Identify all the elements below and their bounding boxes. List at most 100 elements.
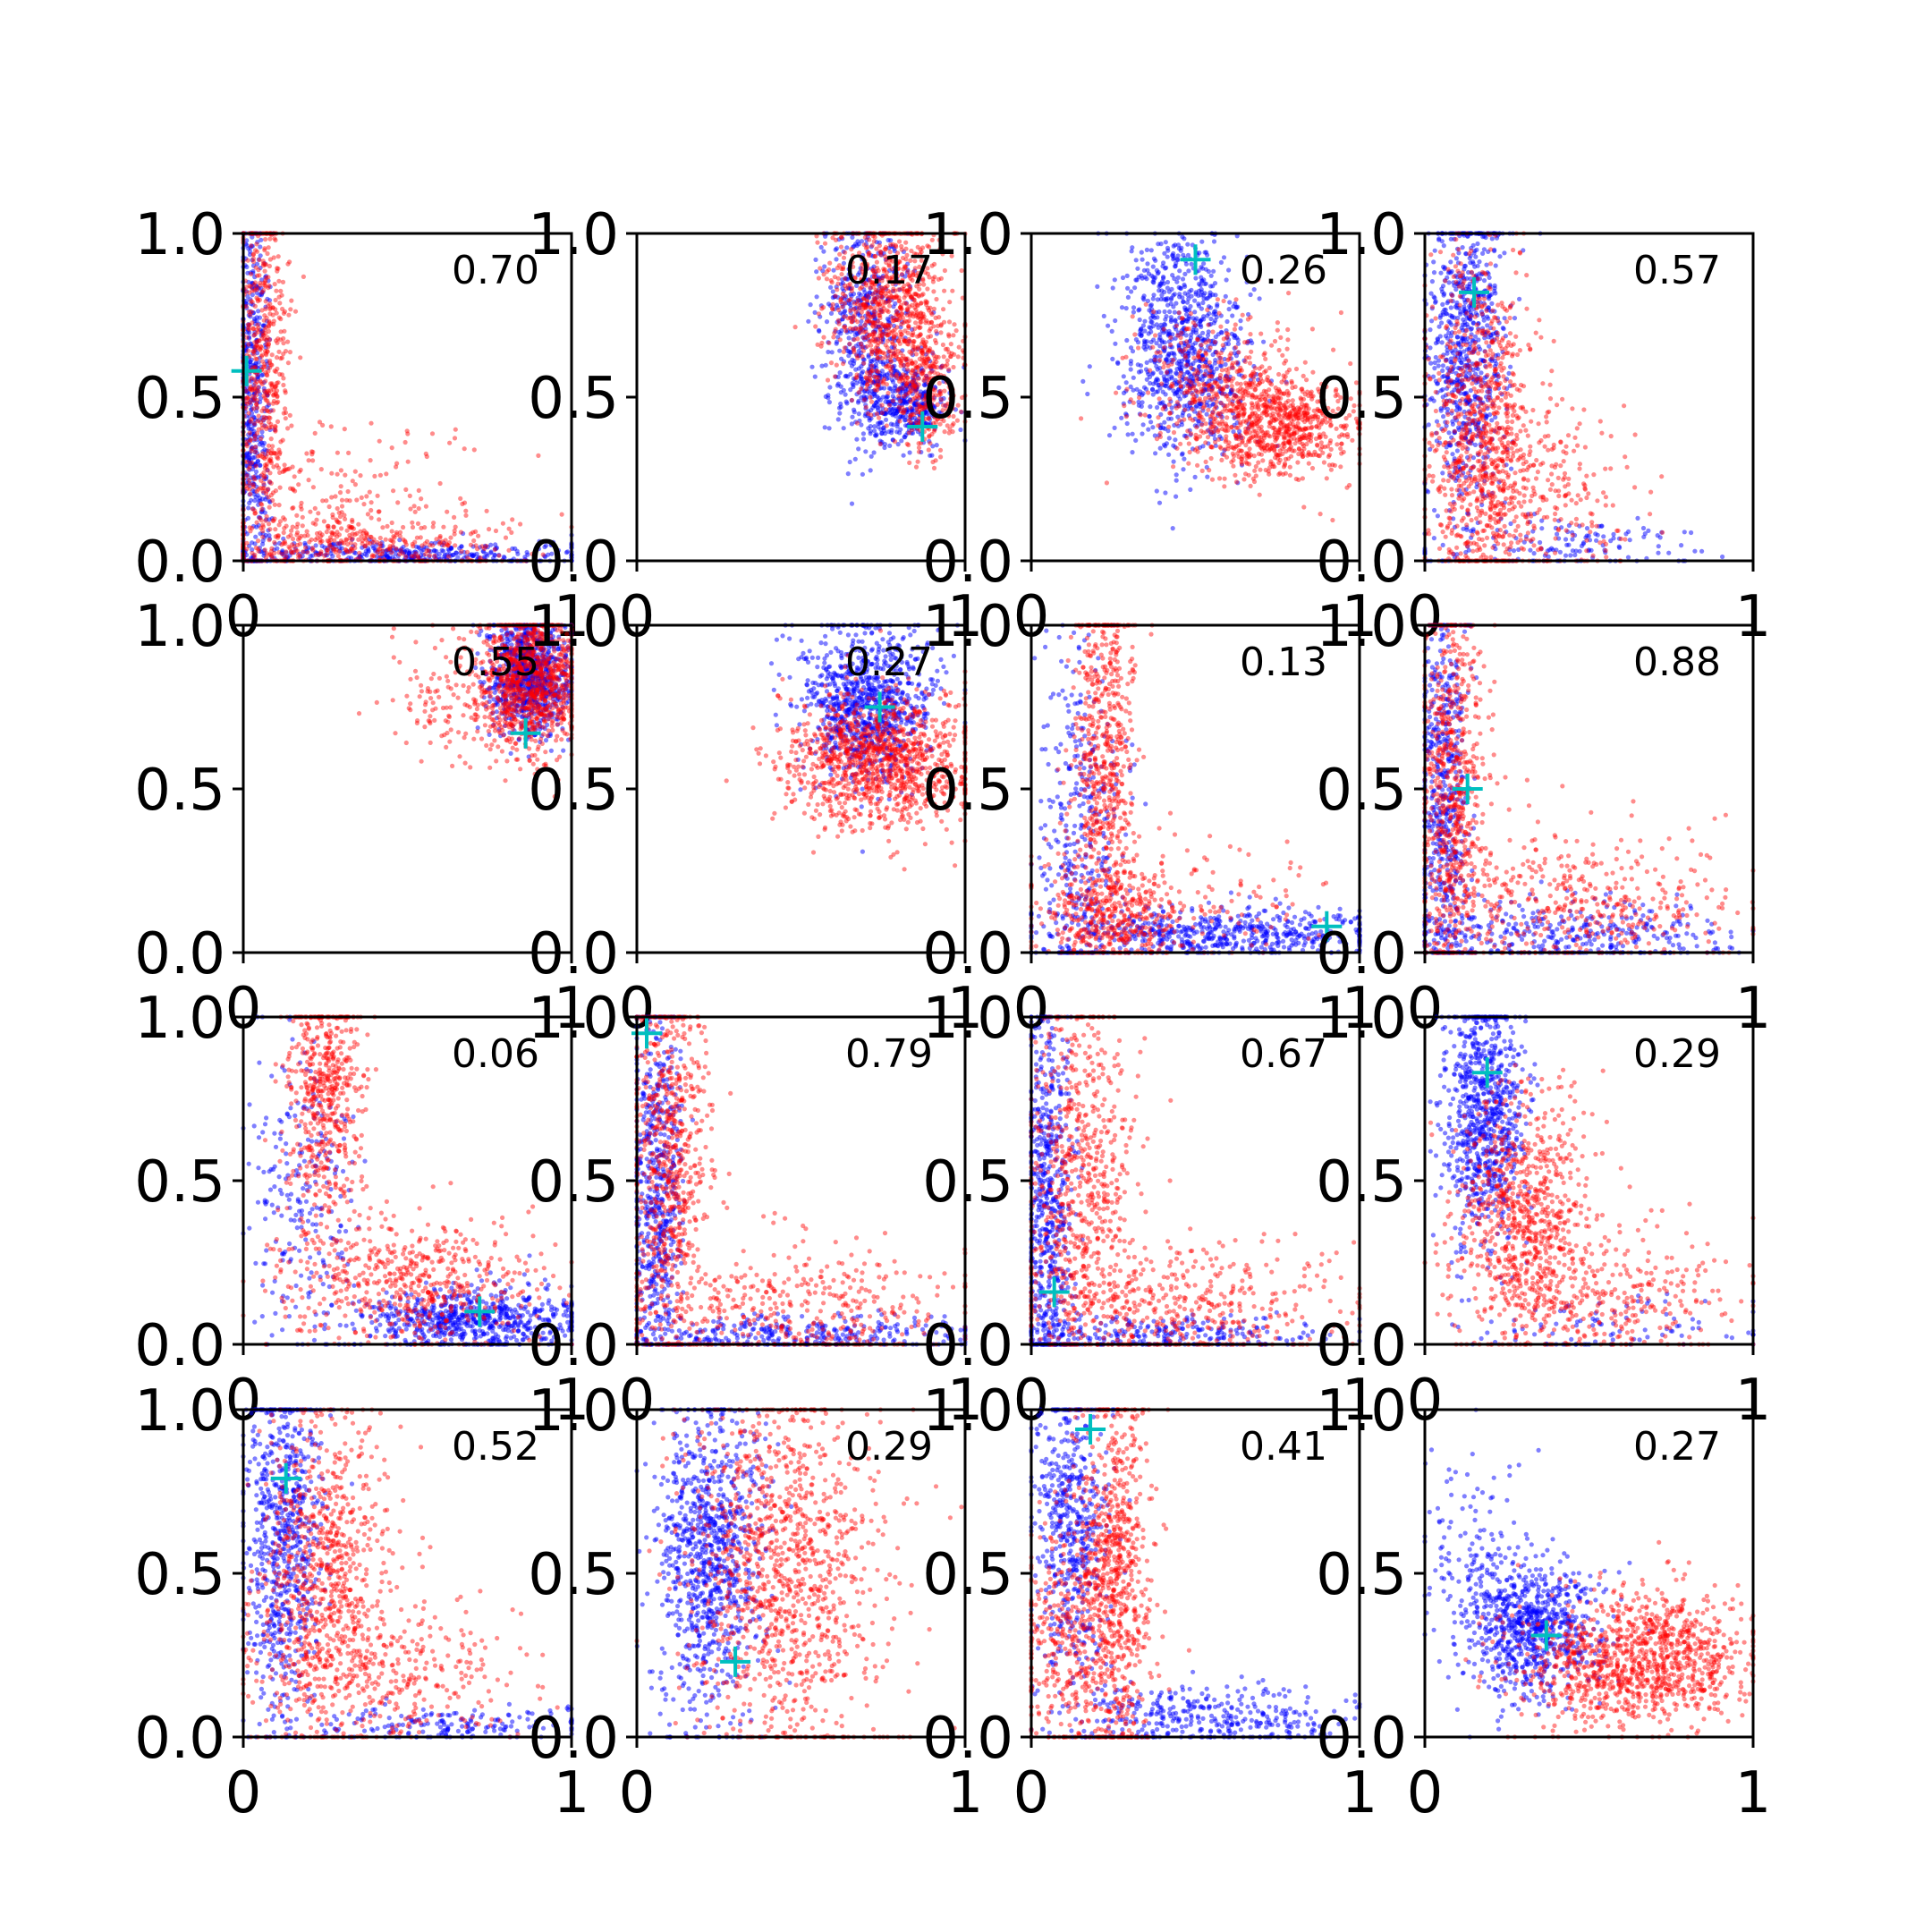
data-point-blue — [828, 310, 835, 316]
data-point-red — [308, 509, 313, 514]
data-point-blue — [1162, 309, 1167, 315]
data-point-blue — [1215, 301, 1220, 307]
data-point-blue — [488, 542, 494, 547]
data-point-red — [934, 359, 939, 365]
data-point-red — [380, 525, 386, 530]
data-point-red — [338, 484, 343, 489]
data-point-red — [915, 459, 920, 464]
data-point-blue — [1095, 284, 1100, 289]
data-point-blue — [1080, 378, 1086, 384]
data-point-blue — [1158, 401, 1164, 406]
data-point-blue — [1185, 242, 1191, 247]
data-point-red — [837, 337, 843, 343]
data-point-red — [875, 355, 880, 360]
data-point-blue — [259, 277, 265, 283]
data-point-red — [928, 326, 933, 331]
data-point-blue — [828, 284, 834, 290]
data-point-red — [274, 288, 279, 293]
data-point-red — [294, 513, 300, 518]
data-point-red — [924, 318, 929, 324]
data-point-red — [376, 509, 381, 514]
data-point-red — [471, 538, 477, 544]
data-point-red — [909, 294, 915, 300]
data-point-red — [267, 527, 273, 532]
data-point-red — [897, 360, 903, 365]
data-point-blue — [267, 479, 273, 485]
data-point-red — [397, 533, 402, 539]
data-point-red — [852, 337, 857, 343]
data-point-blue — [871, 450, 877, 455]
data-point-red — [429, 431, 436, 436]
data-point-red — [950, 288, 955, 293]
data-point-blue — [854, 436, 860, 442]
data-point-red — [892, 439, 898, 445]
data-point-red — [267, 236, 273, 242]
data-point-blue — [251, 481, 257, 487]
data-point-red — [357, 550, 362, 556]
data-point-blue — [1135, 362, 1140, 368]
data-point-blue — [827, 385, 833, 390]
data-point-red — [909, 388, 915, 394]
data-point-red — [331, 524, 336, 530]
data-point-blue — [253, 469, 259, 475]
data-point-red — [306, 458, 311, 463]
data-point-red — [283, 388, 288, 394]
data-point-red — [377, 438, 382, 444]
data-point-blue — [879, 430, 885, 436]
data-point-red — [881, 377, 887, 382]
data-point-red — [256, 538, 261, 544]
data-point-blue — [245, 515, 251, 521]
data-point-red — [915, 364, 920, 370]
data-point-blue — [1167, 309, 1173, 315]
data-point-red — [864, 386, 869, 392]
data-point-red — [860, 301, 867, 307]
data-point-red — [463, 513, 469, 518]
data-point-blue — [1163, 240, 1168, 245]
data-point-red — [852, 350, 857, 355]
data-point-red — [289, 423, 294, 428]
data-point-blue — [258, 395, 264, 401]
data-point-red — [289, 548, 294, 555]
data-point-blue — [253, 534, 258, 539]
data-point-red — [938, 275, 944, 281]
data-point-red — [855, 355, 860, 360]
data-point-red — [267, 552, 272, 557]
data-point-red — [243, 284, 250, 290]
data-point-red — [879, 411, 885, 416]
data-point-red — [276, 315, 282, 320]
data-point-blue — [1223, 293, 1228, 299]
data-point-red — [484, 508, 489, 513]
data-point-red — [278, 288, 284, 293]
data-point-red — [913, 378, 919, 385]
data-point-red — [294, 548, 300, 554]
data-point-red — [867, 237, 872, 242]
data-point-blue — [1200, 330, 1206, 335]
data-point-red — [875, 387, 880, 393]
data-point-red — [320, 498, 326, 504]
data-point-red — [281, 530, 286, 536]
data-point-red — [407, 493, 412, 499]
data-point-red — [879, 355, 885, 361]
data-point-blue — [1148, 319, 1154, 325]
data-point-blue — [1115, 360, 1121, 366]
data-point-red — [843, 325, 848, 330]
data-point-red — [262, 268, 267, 274]
data-point-blue — [1174, 472, 1179, 478]
data-point-blue — [251, 437, 257, 443]
data-point-red — [510, 517, 515, 522]
data-point-blue — [1154, 267, 1159, 273]
data-point-red — [411, 544, 416, 549]
data-point-red — [263, 237, 268, 242]
data-point-blue — [1140, 422, 1146, 428]
data-point-blue — [1157, 288, 1162, 293]
data-point-red — [824, 276, 830, 282]
data-point-blue — [1113, 341, 1118, 346]
data-point-blue — [1185, 369, 1191, 375]
data-point-blue — [513, 546, 518, 552]
panel-1: 0.00.51.00 10.70 — [134, 202, 589, 650]
data-point-blue — [882, 445, 887, 451]
data-point-blue — [1213, 335, 1218, 340]
data-point-blue — [812, 374, 818, 379]
data-point-red — [410, 520, 415, 525]
data-point-blue — [1177, 268, 1182, 274]
